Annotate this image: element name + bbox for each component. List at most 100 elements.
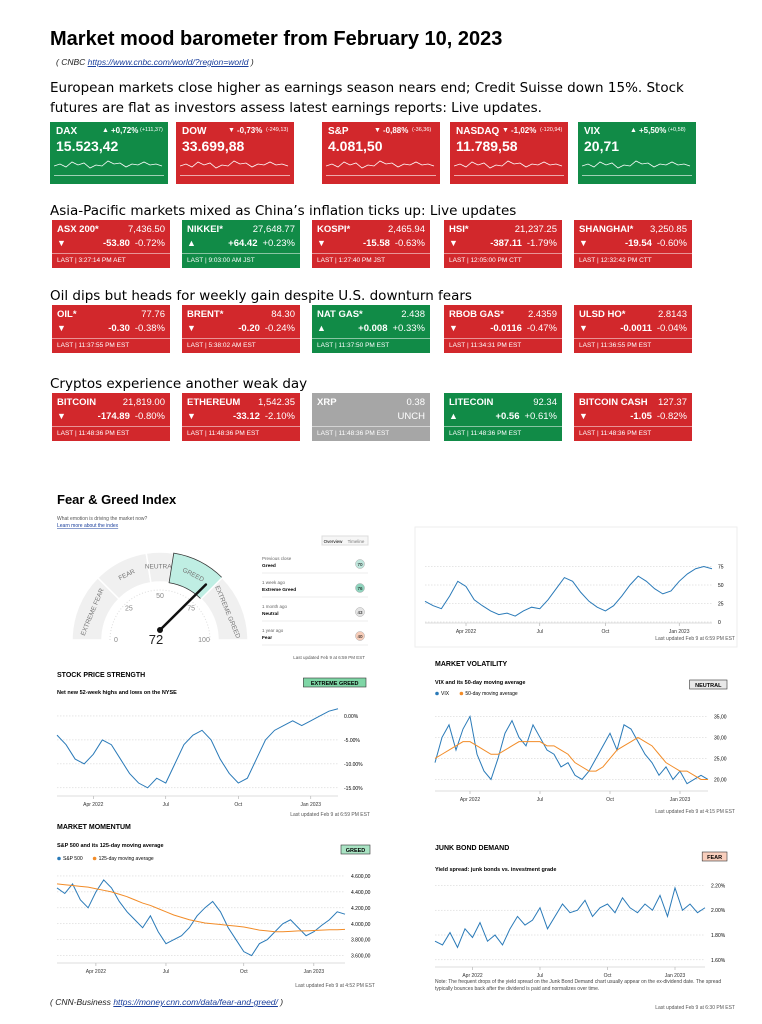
source-open: ( CNBC — [56, 57, 86, 67]
y-tick-label: 3.600,00 — [351, 954, 371, 960]
legend-swatch — [459, 691, 464, 696]
sparkline — [582, 160, 691, 169]
history-badge — [355, 607, 365, 617]
tile-name: BITCOIN — [57, 397, 97, 408]
tile-arrow: ▼ — [502, 127, 509, 134]
y-tick-label: 4.400,00 — [351, 890, 371, 896]
section-heading: Cryptos experience another weak day — [50, 376, 308, 392]
section-heading: European markets close higher as earning… — [50, 80, 684, 116]
fg-button[interactable]: Timeline — [348, 539, 365, 544]
tile-name: BITCOIN CASH — [579, 397, 648, 408]
history-label: Extreme Greed — [262, 587, 296, 593]
tile-name: DOW — [182, 126, 207, 137]
tile-rule — [444, 338, 562, 339]
market-tile: ULSD HO* 2.8143 ▼ -0.0011 -0.04% LAST | 11:36… — [574, 305, 692, 353]
x-tick-label: Jul — [537, 797, 543, 803]
x-tick-label: Jan 2023 — [301, 802, 322, 808]
tile-rule — [312, 338, 430, 339]
y-tick-label: 1.80% — [711, 933, 726, 939]
tile-last: LAST | 9:03:00 AM JST — [187, 257, 255, 264]
tile-change-abs: -0.0116 — [490, 323, 522, 334]
tile-value: 2,465.94 — [388, 224, 425, 235]
tile-arrow: ▼ — [579, 411, 588, 421]
market-tile: BITCOIN CASH 127.37 ▼ -1.05 -0.82% LAST | 11:… — [574, 393, 692, 441]
tile-name: HSI* — [449, 224, 469, 235]
tile-change: -1.05 -0.82% — [630, 411, 687, 422]
fg-updated: Last updated Feb 9 at 6:59 PM EST — [293, 655, 365, 660]
chart-updated: Last updated Feb 9 at 6:59 PM EST — [655, 636, 735, 642]
market-tile: HSI* 21,237.25 ▼ -387.11 -1.79% LAST | 12:05:… — [444, 220, 562, 268]
tile-name: ULSD HO* — [579, 309, 626, 320]
tile-rule — [574, 338, 692, 339]
legend-label: VIX — [441, 691, 450, 697]
tile-change-abs: +64.42 — [228, 238, 258, 249]
tile-rule — [312, 253, 430, 254]
tile-change-abs: UNCH — [397, 411, 425, 422]
tile-arrow: ▲ — [187, 238, 196, 248]
tile-change-pct: -0,73% — [237, 126, 263, 135]
tile-arrow: ▼ — [449, 323, 458, 333]
history-label: Fear — [262, 635, 272, 641]
y-tick-label: 75 — [718, 565, 724, 571]
tile-arrow: ▲ — [102, 127, 109, 134]
tile-rule — [52, 253, 170, 254]
tile-value: 4.081,50 — [328, 138, 383, 154]
tile-name: S&P — [328, 126, 349, 137]
tile-change: +64.42 +0.23% — [228, 238, 295, 249]
tile-arrow: ▲ — [630, 127, 637, 134]
tile-change-abs: (+111,37) — [140, 127, 163, 133]
chart-badge-label: NEUTRAL — [695, 683, 722, 689]
gauge-zone — [199, 576, 249, 641]
tile-rule — [444, 426, 562, 427]
x-tick-label: Apr 2022 — [83, 802, 104, 808]
y-tick-label: 0 — [718, 620, 721, 626]
fg-toggle[interactable] — [321, 535, 369, 546]
tile-rule — [52, 338, 170, 339]
source-link[interactable]: https://www.cnbc.com/world/?region=world — [87, 57, 249, 67]
y-tick-label: 4.600,00 — [351, 874, 371, 880]
chart-note: Note: The frequent drops of the yield sp… — [435, 979, 722, 992]
tile-name: ETHEREUM — [187, 397, 241, 408]
tile-value: 7,436.50 — [128, 224, 165, 235]
source-link[interactable]: https://money.cnn.com/data/fear-and-gree… — [113, 997, 278, 1007]
history-label: Neutral — [262, 611, 279, 617]
history-label: Greed — [262, 563, 276, 569]
history-value: 40 — [357, 634, 363, 639]
tile-last: LAST | 11:37:50 PM EST — [317, 342, 390, 349]
x-tick-label: Jul — [163, 802, 169, 808]
tile-last: LAST | 12:32:42 PM CTT — [579, 257, 652, 264]
chart-note-box: Note: The frequent drops of the yield sp… — [435, 979, 722, 992]
history-period: 1 month ago — [262, 604, 288, 609]
gauge-hub — [157, 627, 163, 633]
y-tick-label: 4.000,00 — [351, 922, 371, 928]
tile-change-abs: (-36,36) — [412, 127, 432, 133]
history-badge — [355, 631, 365, 641]
y-tick-label: 2.20% — [711, 883, 726, 889]
history-period: 1 week ago — [262, 580, 286, 585]
legend-swatch — [435, 691, 439, 696]
tile-value: 2.8143 — [657, 309, 687, 320]
market-tile: VIX ▲ +5,50% (+0,58) 20,71 — [578, 122, 696, 184]
x-tick-label: Jul — [163, 969, 169, 975]
tile-change-pct: -0.38% — [134, 323, 165, 334]
tile-change-pct: +0.23% — [262, 238, 296, 249]
tile-change-abs: -33.12 — [232, 411, 260, 422]
fg-button[interactable]: Overview — [324, 539, 344, 544]
chart-badge — [340, 844, 371, 855]
tile-last: LAST | 3:27:14 PM AET — [57, 257, 126, 264]
tile-change-abs: -19.54 — [624, 238, 652, 249]
tile-value: 2.4359 — [527, 309, 557, 320]
tile-value: 2.438 — [401, 309, 425, 320]
sparkline-path — [180, 160, 289, 169]
fg-link[interactable]: Learn more about the index — [57, 523, 119, 529]
legend-swatch — [57, 856, 61, 861]
tile-rule — [312, 426, 430, 427]
series-line — [56, 883, 346, 933]
tile-name: RBOB GAS* — [449, 309, 504, 320]
fg-subtitle: What emotion is driving the market now? — [57, 516, 148, 522]
tile-change-pct: +0.33% — [392, 323, 426, 334]
tile-rule — [182, 426, 300, 427]
timeline-frame — [414, 526, 738, 648]
tile-name: SHANGHAI* — [579, 224, 634, 235]
